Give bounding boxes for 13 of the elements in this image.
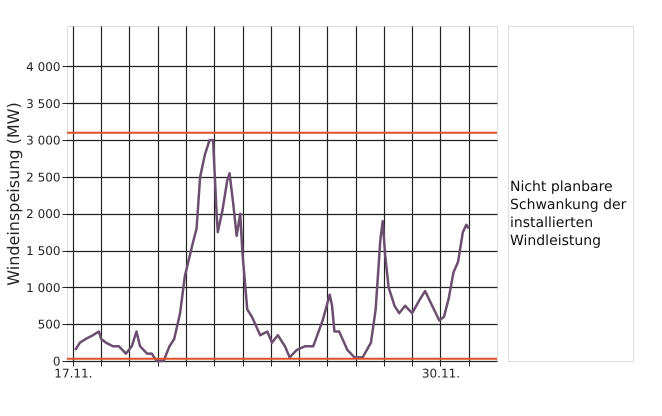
y-tick-label: 2 000	[26, 207, 60, 222]
y-tick-label: 3 500	[26, 96, 60, 111]
text: Nicht planbare Schwankung der installierten Windleistung	[510, 178, 627, 249]
x-tick-label: 30.11.	[422, 366, 460, 380]
x-tick-label: 17.11.	[54, 366, 92, 380]
y-tick-label: 0	[52, 354, 60, 368]
y-tick-label: 1 000	[26, 280, 60, 295]
y-tick-label: 3 000	[26, 134, 60, 148]
y-tick-label: 4 000	[26, 60, 60, 74]
y-tick-label: 500	[38, 318, 60, 332]
y-tick-label: 2 500	[26, 170, 60, 184]
y-axis-title: Windeinspeisung (MW)	[4, 102, 24, 286]
y-tick-label: 1 500	[26, 244, 60, 258]
